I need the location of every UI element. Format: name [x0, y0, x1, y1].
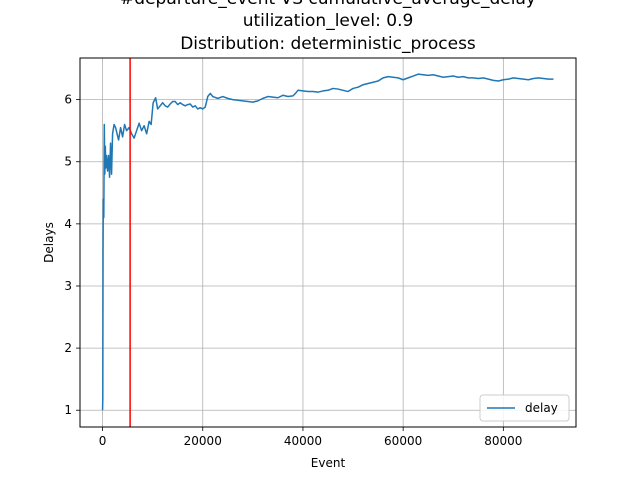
- grid-lines: [80, 58, 576, 427]
- y-tick-label: 6: [64, 93, 72, 107]
- x-axis-label: Event: [311, 456, 346, 470]
- title-line-3: Distribution: deterministic_process: [180, 34, 476, 54]
- y-tick-label: 3: [64, 279, 72, 293]
- x-tick-label: 20000: [184, 434, 222, 448]
- title-line-1: #departure_event VS cumulative_average_d…: [120, 0, 536, 9]
- x-tick-label: 0: [99, 434, 107, 448]
- y-tick-label: 2: [64, 341, 72, 355]
- legend-label-delay: delay: [525, 401, 558, 415]
- title-line-2: utilization_level: 0.9: [243, 11, 414, 31]
- x-tick-label: 80000: [484, 434, 522, 448]
- y-tick-label: 5: [64, 155, 72, 169]
- y-axis-label: Delays: [42, 222, 56, 263]
- axes-frame: [79, 57, 577, 428]
- y-tick-label: 4: [64, 217, 72, 231]
- legend: delay: [479, 394, 570, 422]
- axis-ticks: 0 20000 40000 60000 80000 1 2 3 4 5 6: [64, 93, 522, 448]
- y-tick-label: 1: [64, 403, 72, 417]
- chart-title: #departure_event VS cumulative_average_d…: [120, 0, 536, 54]
- x-tick-label: 60000: [384, 434, 422, 448]
- x-tick-label: 40000: [284, 434, 322, 448]
- legend-box: [479, 394, 570, 422]
- plot-data: [101, 58, 554, 427]
- series-line-delay: [101, 73, 554, 411]
